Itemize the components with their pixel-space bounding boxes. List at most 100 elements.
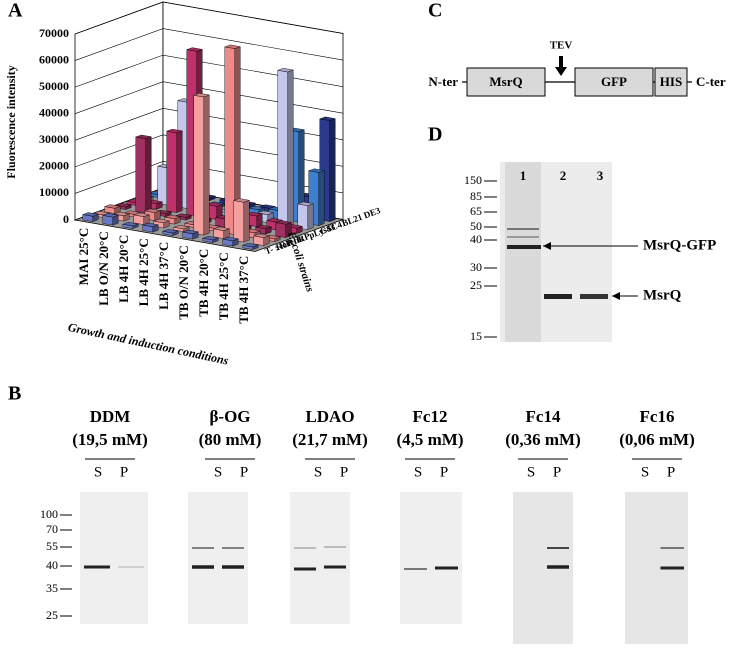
bar-top (92, 211, 111, 216)
detergent-name: Fc16 (640, 407, 675, 426)
domain-label: MsrQ (489, 74, 522, 89)
x-tick-label: MAI 25°C (76, 228, 91, 286)
bar-top (256, 210, 275, 215)
panel-label: C (428, 0, 442, 22)
legend-label: RP (296, 231, 311, 245)
lane-label: S (527, 464, 535, 480)
band (324, 565, 346, 569)
lane-number: 2 (560, 168, 567, 183)
x-tick-label: TB 4H 25°C (216, 252, 231, 320)
bar-top (205, 202, 224, 207)
bar (121, 222, 140, 229)
band (222, 565, 244, 569)
bar (161, 229, 180, 236)
band (547, 565, 569, 569)
bar-front (193, 94, 204, 236)
marker-label: 40 (470, 232, 482, 246)
gel-d: MsrQ-GFP MsrQ (500, 162, 716, 342)
band (192, 565, 214, 569)
bar (201, 236, 220, 243)
bar-front (135, 136, 146, 214)
bar-top (258, 204, 277, 209)
bar-top (265, 218, 284, 223)
bar-side (318, 170, 325, 226)
bar-top (101, 213, 120, 218)
bar-top (181, 229, 200, 235)
bar (192, 92, 211, 236)
bar-top (318, 116, 337, 121)
bar-top (274, 220, 293, 225)
detergent-name: DDM (90, 407, 131, 426)
marker-label: 25 (470, 278, 482, 292)
bar-top (103, 204, 122, 209)
bar-top (247, 205, 266, 211)
bar-side (307, 203, 314, 230)
bar (181, 229, 200, 240)
construct: TEV N-ter C-ter MsrQ GFP HIS (428, 40, 726, 97)
bar (274, 220, 293, 238)
bar-top (201, 236, 220, 241)
lane-label: S (414, 464, 422, 480)
panel-label: D (428, 124, 442, 146)
band (435, 566, 458, 570)
bar (172, 225, 191, 232)
detergent-name: β-OG (209, 407, 250, 426)
band (404, 568, 427, 570)
bar (296, 201, 315, 230)
n-term: N-ter (428, 74, 458, 89)
bar-top (81, 212, 100, 217)
band (294, 567, 316, 571)
domain-box (654, 67, 688, 97)
lane-label: S (641, 464, 649, 480)
gel (400, 492, 462, 624)
x-tick-label: LB 4H 37°C (156, 242, 171, 310)
annotation: MsrQ (643, 287, 682, 303)
bar-side (203, 94, 210, 236)
band (544, 294, 572, 299)
bar-front (275, 222, 286, 238)
bar (223, 44, 242, 235)
bar-top (221, 236, 240, 242)
bar-top (174, 213, 193, 218)
band (192, 547, 214, 549)
y-tick-label: 30000 (39, 132, 69, 146)
bar (81, 212, 100, 222)
bar-front (166, 130, 177, 213)
bar-top (132, 212, 151, 217)
bar (232, 198, 251, 243)
bar-top (252, 233, 271, 238)
marker-label: 50 (470, 219, 482, 233)
bar-top (245, 212, 264, 217)
tev-label: TEV (550, 40, 573, 52)
band (580, 294, 608, 299)
lane-label: S (214, 464, 222, 480)
bar-front (224, 46, 235, 235)
bar-top (165, 128, 184, 134)
bar-side (329, 118, 336, 222)
x-tick-label: TB 4H 37°C (236, 256, 251, 324)
bar-side (287, 69, 294, 227)
marker-label: 150 (464, 173, 482, 187)
panel-label: B (8, 383, 21, 405)
bar-front (233, 200, 244, 243)
band (660, 547, 684, 549)
bar-top (152, 218, 171, 224)
marker-label: 35 (46, 581, 58, 595)
bar-top (141, 222, 160, 228)
gel-lane (505, 162, 541, 342)
grid-line (74, 1, 344, 35)
lane-label: S (314, 464, 322, 480)
bar-top (254, 224, 273, 230)
bar (101, 213, 120, 226)
bar (132, 212, 151, 225)
y-tick-label: 20000 (39, 159, 69, 173)
lane-label: P (667, 464, 675, 480)
y-axis-label: Fluorescence intensity (4, 65, 18, 178)
detergent-concentration: (19,5 mM) (72, 430, 148, 449)
marker-label: 55 (46, 539, 58, 553)
marker-label: 30 (470, 260, 482, 274)
bar-side (176, 130, 183, 213)
marker-label: 100 (40, 507, 58, 521)
grid-line (74, 28, 344, 61)
